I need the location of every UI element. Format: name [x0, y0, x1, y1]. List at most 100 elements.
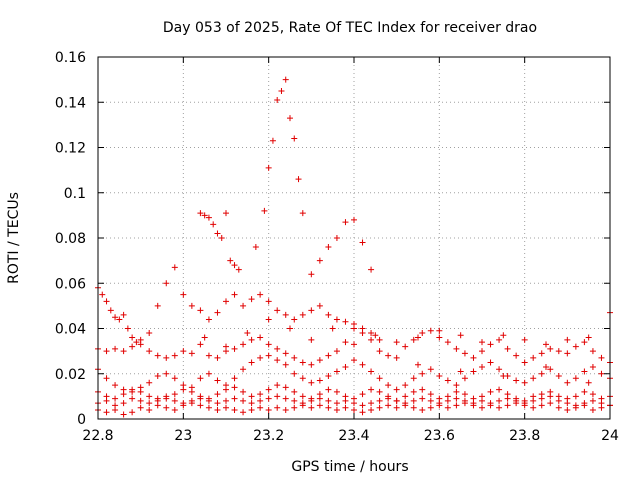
data-point: [112, 314, 119, 321]
scatter-series: [95, 352, 613, 395]
data-point: [359, 391, 366, 398]
data-point: [547, 366, 554, 373]
data-point: [205, 214, 212, 221]
data-point: [210, 221, 217, 228]
data-point: [137, 397, 144, 404]
data-point: [393, 354, 400, 361]
data-point: [112, 402, 119, 409]
data-point: [308, 271, 315, 278]
data-point: [444, 404, 451, 411]
data-point: [282, 311, 289, 318]
data-point: [564, 406, 571, 413]
data-point: [376, 397, 383, 404]
scatter-series: [197, 210, 242, 273]
data-point: [368, 400, 375, 407]
data-point: [376, 375, 383, 382]
data-point: [376, 336, 383, 343]
data-point: [223, 298, 229, 305]
data-point: [282, 395, 289, 402]
data-point: [376, 404, 383, 411]
data-point: [244, 330, 251, 337]
data-point: [589, 348, 596, 355]
data-point: [257, 291, 264, 298]
data-point: [419, 395, 426, 402]
data-point: [146, 348, 153, 355]
y-tick-label: 0.02: [55, 367, 86, 383]
data-point: [214, 309, 221, 316]
data-point: [393, 339, 400, 346]
data-point: [291, 388, 298, 395]
data-point: [257, 397, 264, 404]
data-point: [543, 363, 549, 370]
scatter-series: [95, 382, 613, 404]
scatter-series: [252, 76, 375, 278]
data-point: [359, 330, 366, 337]
data-point: [308, 379, 315, 386]
data-point: [453, 382, 460, 389]
data-point: [504, 395, 511, 402]
data-point: [436, 400, 443, 407]
data-point: [278, 87, 285, 94]
data-point: [274, 345, 281, 352]
data-point: [487, 400, 494, 407]
data-point: [333, 388, 340, 395]
data-point: [137, 404, 144, 411]
data-point: [402, 343, 409, 350]
data-point: [555, 404, 562, 411]
data-point: [223, 386, 229, 393]
data-point: [171, 352, 178, 359]
data-point: [376, 388, 383, 395]
data-point: [146, 406, 153, 413]
data-point: [333, 348, 340, 355]
data-point: [555, 373, 562, 380]
data-point: [214, 377, 221, 384]
data-point: [291, 370, 298, 377]
data-point: [235, 266, 242, 273]
y-tick-label: 0.04: [55, 322, 86, 338]
data-point: [291, 316, 298, 323]
data-point: [333, 400, 340, 407]
data-point: [282, 350, 289, 357]
data-point: [214, 406, 221, 413]
data-point: [197, 402, 204, 409]
data-point: [410, 336, 417, 343]
data-point: [154, 373, 161, 380]
data-point: [265, 164, 272, 171]
data-point: [154, 395, 161, 402]
data-point: [240, 302, 247, 309]
data-point: [385, 402, 392, 409]
data-point: [274, 382, 281, 389]
y-tick-label: 0.12: [55, 141, 86, 157]
y-tick-label: 0.16: [55, 50, 86, 66]
data-point: [146, 393, 153, 400]
data-point: [589, 391, 596, 398]
data-point: [581, 400, 588, 407]
gridlines: [98, 57, 610, 419]
data-point: [316, 302, 323, 309]
data-point: [504, 402, 511, 409]
data-point: [589, 397, 596, 404]
data-point: [103, 375, 110, 382]
data-point: [248, 296, 255, 303]
data-point: [120, 411, 127, 418]
data-point: [419, 370, 426, 377]
data-point: [265, 316, 272, 323]
data-point: [240, 397, 247, 404]
data-point: [308, 307, 315, 314]
x-tick-label: 22.8: [82, 428, 113, 444]
data-point: [257, 334, 264, 341]
data-point: [572, 375, 579, 382]
scatter-series: [201, 316, 592, 386]
x-axis-ticks: 22.8 23 23.2 23.4 23.6 23.8 24: [82, 57, 619, 444]
data-point: [538, 370, 545, 377]
data-point: [223, 404, 229, 411]
data-point: [547, 400, 554, 407]
data-point: [385, 395, 392, 402]
data-point: [325, 404, 332, 411]
data-point: [521, 359, 528, 366]
data-point: [252, 244, 259, 251]
data-point: [120, 391, 127, 398]
data-point: [188, 302, 195, 309]
scatter-series: [95, 264, 613, 348]
data-point: [137, 341, 144, 348]
